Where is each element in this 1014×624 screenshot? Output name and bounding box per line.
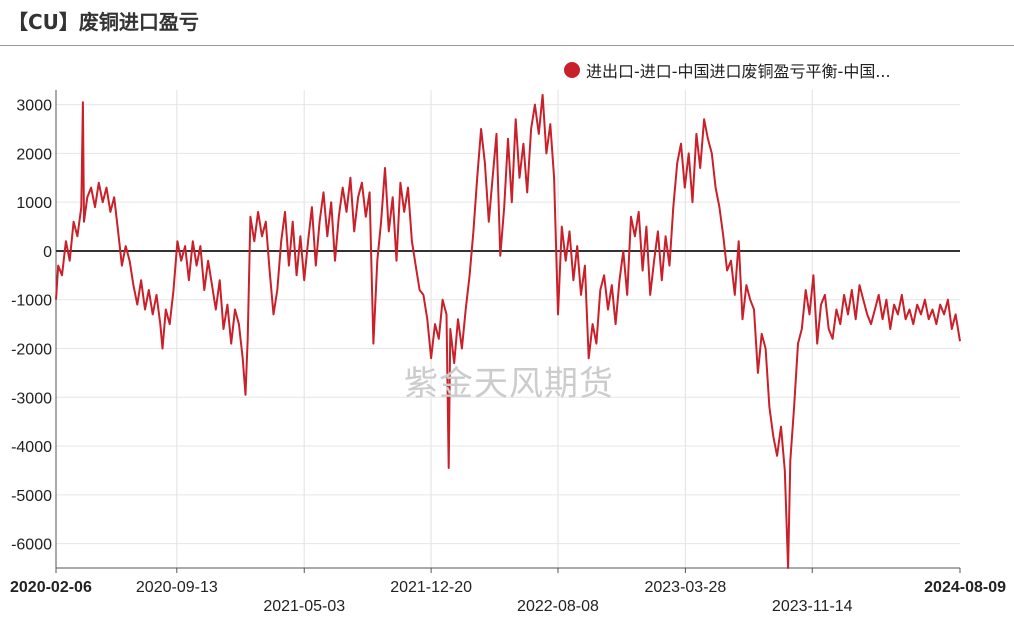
- legend-swatch: [564, 62, 580, 78]
- y-tick-label: 1000: [16, 195, 52, 212]
- series-line: [55, 93, 961, 569]
- y-tick-label: 0: [43, 244, 52, 261]
- title-divider: [0, 45, 1014, 46]
- y-tick-label: -4000: [11, 439, 52, 456]
- x-tick-label: 2020-02-06: [10, 579, 92, 596]
- x-tick-label: 2022-08-08: [517, 598, 599, 615]
- x-tick-label: 2023-03-28: [644, 579, 726, 596]
- chart-title: 【CU】废铜进口盈亏: [8, 10, 199, 34]
- y-tick-label: -2000: [11, 342, 52, 359]
- y-tick-label: 3000: [16, 98, 52, 115]
- x-tick-label: 2023-11-14: [772, 598, 853, 615]
- x-tick-label: 2021-12-20: [390, 579, 472, 596]
- legend-label: 进出口-进口-中国进口废铜盈亏平衡-中国...: [586, 62, 891, 81]
- x-tick-label: 2021-05-03: [263, 598, 345, 615]
- y-tick-label: -3000: [11, 390, 52, 407]
- y-tick-label: -6000: [11, 537, 52, 554]
- watermark: 紫金天风期货: [404, 364, 614, 404]
- y-tick-label: 2000: [16, 146, 52, 163]
- chart-legend[interactable]: 进出口-进口-中国进口废铜盈亏平衡-中国...: [564, 58, 891, 82]
- x-tick-label: 2020-09-13: [136, 579, 218, 596]
- x-tick-label: 2024-08-09: [924, 579, 1006, 596]
- y-tick-label: -5000: [11, 488, 52, 505]
- y-tick-label: -1000: [11, 293, 52, 310]
